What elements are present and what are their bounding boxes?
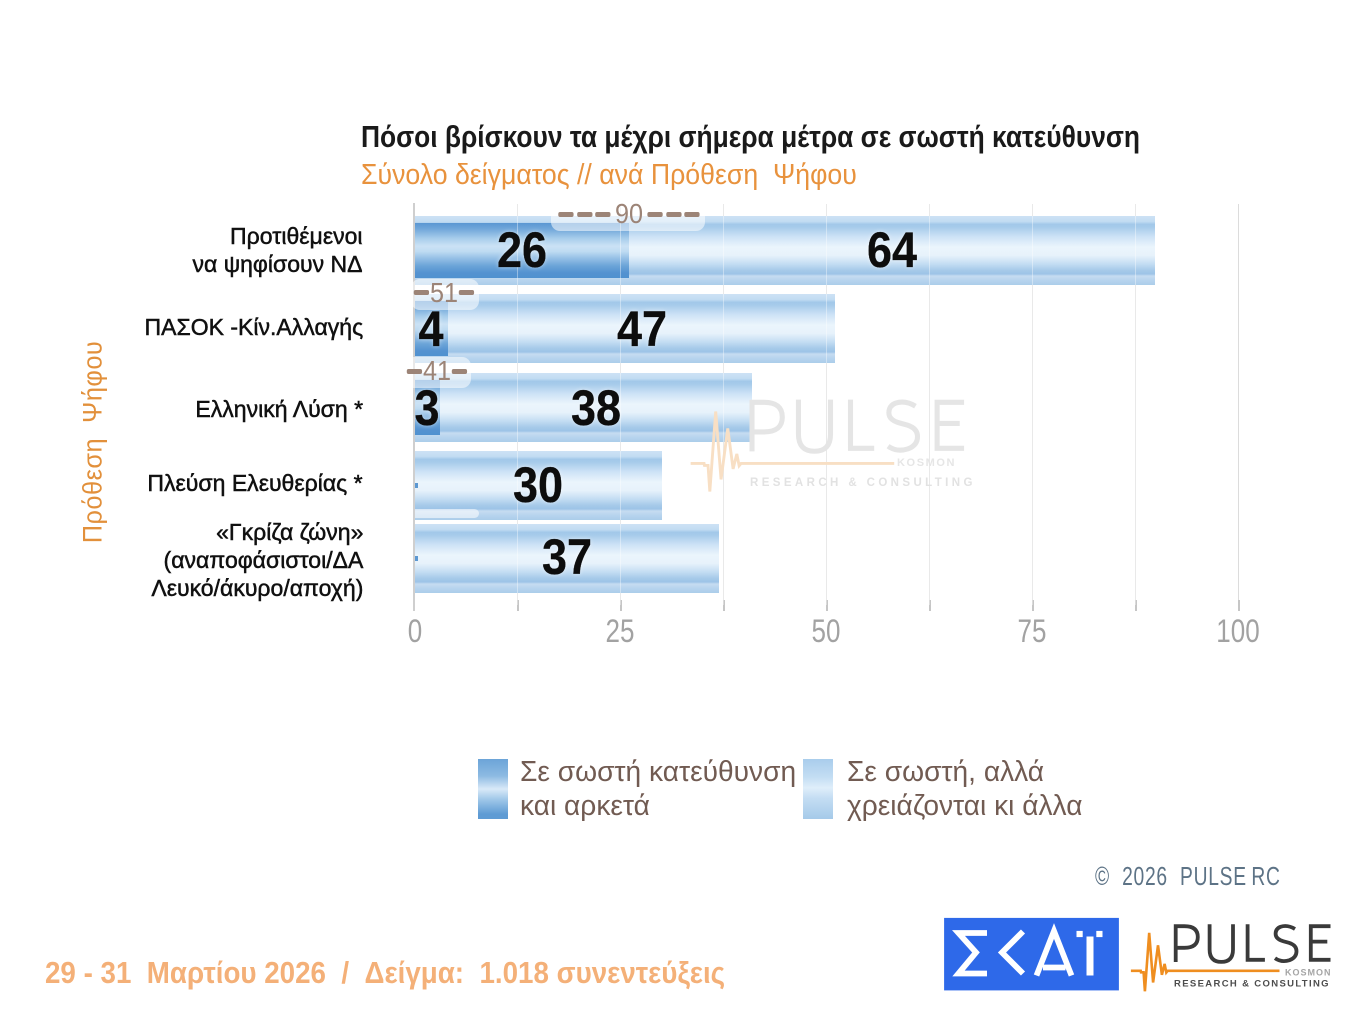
svg-text:KOSMON: KOSMON — [897, 457, 956, 469]
svg-text:RESEARCH & CONSULTING: RESEARCH & CONSULTING — [750, 477, 976, 489]
svg-text:RESEARCH & CONSULTING: RESEARCH & CONSULTING — [1174, 979, 1330, 990]
svg-text:KOSMON: KOSMON — [1285, 968, 1332, 978]
